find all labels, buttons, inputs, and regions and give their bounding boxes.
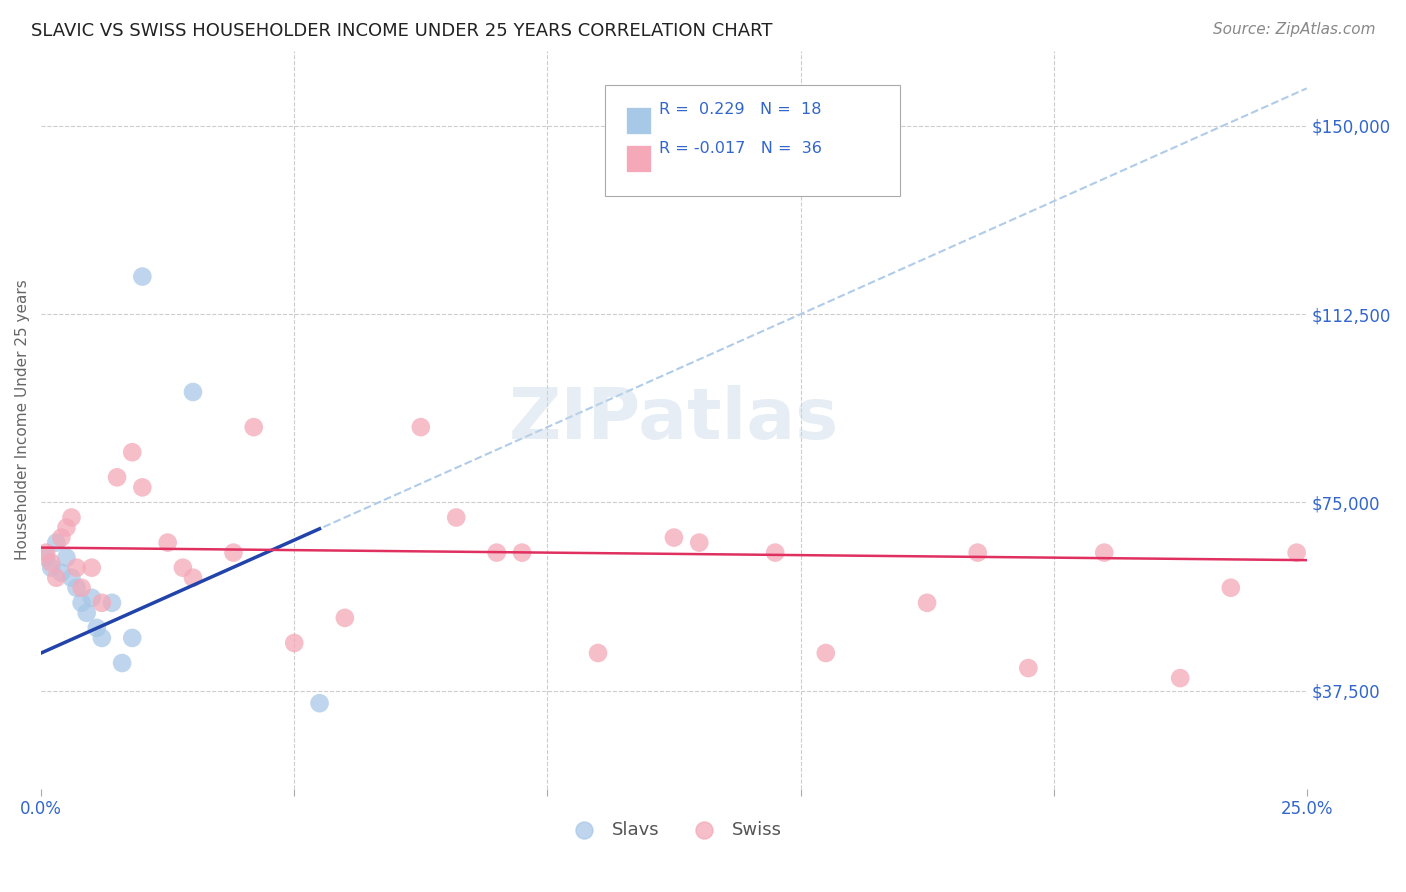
Point: [156, 535, 179, 549]
Point: [444, 510, 467, 524]
Point: [55, 520, 77, 534]
Point: [51, 566, 73, 580]
Point: [131, 480, 153, 494]
Point: [70, 581, 93, 595]
Point: [485, 546, 508, 560]
Point: [80, 591, 103, 605]
Point: [1017, 661, 1039, 675]
Point: [70, 596, 93, 610]
Point: [333, 611, 356, 625]
Text: SLAVIC VS SWISS HOUSEHOLDER INCOME UNDER 25 YEARS CORRELATION CHART: SLAVIC VS SWISS HOUSEHOLDER INCOME UNDER…: [31, 22, 772, 40]
Point: [51, 531, 73, 545]
Point: [65, 581, 87, 595]
Point: [1285, 546, 1308, 560]
Point: [586, 646, 609, 660]
Text: Source: ZipAtlas.com: Source: ZipAtlas.com: [1212, 22, 1375, 37]
Point: [105, 470, 128, 484]
Point: [308, 696, 330, 710]
Point: [90, 631, 112, 645]
Point: [283, 636, 305, 650]
Point: [101, 596, 124, 610]
Point: [1168, 671, 1191, 685]
Point: [510, 546, 533, 560]
Point: [121, 631, 143, 645]
Point: [35, 546, 58, 560]
Point: [39, 560, 62, 574]
Point: [915, 596, 938, 610]
Point: [60, 510, 83, 524]
Point: [45, 571, 67, 585]
Point: [662, 531, 685, 545]
Point: [55, 550, 77, 565]
Point: [39, 556, 62, 570]
Point: [1092, 546, 1115, 560]
Point: [763, 546, 786, 560]
Point: [65, 560, 87, 574]
Point: [60, 571, 83, 585]
Point: [181, 571, 204, 585]
Y-axis label: Householder Income Under 25 years: Householder Income Under 25 years: [15, 279, 30, 560]
Point: [409, 420, 432, 434]
Text: R = -0.017   N =  36: R = -0.017 N = 36: [659, 141, 823, 155]
Point: [814, 646, 837, 660]
Point: [242, 420, 264, 434]
Point: [111, 656, 134, 670]
Point: [35, 550, 58, 565]
Point: [90, 596, 112, 610]
Point: [688, 535, 710, 549]
Point: [1219, 581, 1241, 595]
Point: [172, 560, 194, 574]
Point: [222, 546, 245, 560]
Point: [76, 606, 98, 620]
Point: [131, 269, 153, 284]
Point: [45, 535, 67, 549]
Point: [966, 546, 988, 560]
Legend: Slavs, Swiss: Slavs, Swiss: [560, 814, 789, 846]
Text: ZIPatlas: ZIPatlas: [509, 385, 839, 454]
Point: [86, 621, 108, 635]
Text: R =  0.229   N =  18: R = 0.229 N = 18: [659, 103, 823, 117]
Point: [181, 384, 204, 399]
Point: [121, 445, 143, 459]
Point: [80, 560, 103, 574]
